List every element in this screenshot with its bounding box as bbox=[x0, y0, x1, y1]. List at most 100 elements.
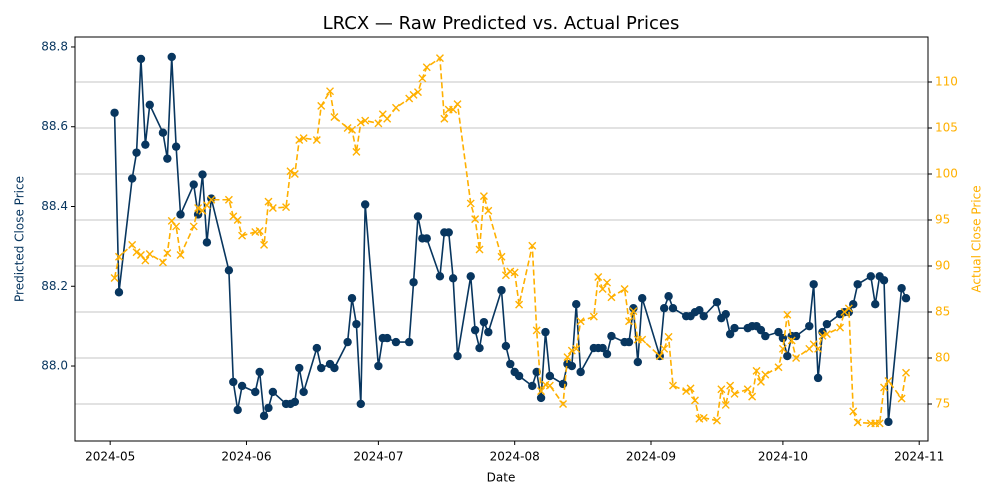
point bbox=[545, 381, 554, 390]
point bbox=[127, 174, 137, 183]
point bbox=[207, 194, 216, 203]
point bbox=[194, 204, 203, 213]
point bbox=[163, 249, 172, 258]
point bbox=[268, 387, 278, 397]
point bbox=[255, 227, 264, 236]
point bbox=[479, 317, 489, 327]
point bbox=[264, 197, 273, 206]
point bbox=[774, 363, 783, 372]
point bbox=[444, 228, 453, 237]
point bbox=[528, 241, 537, 250]
point bbox=[484, 206, 493, 215]
point bbox=[453, 100, 462, 109]
y2-tick-label: 90 bbox=[935, 259, 950, 273]
point bbox=[176, 250, 185, 259]
point bbox=[866, 272, 876, 281]
y2-tick-label: 95 bbox=[935, 213, 950, 227]
y-tick-label: 88.4 bbox=[41, 199, 68, 213]
point bbox=[717, 385, 726, 394]
point bbox=[360, 200, 370, 209]
point bbox=[475, 245, 484, 254]
point bbox=[783, 310, 792, 319]
point bbox=[418, 74, 427, 83]
point bbox=[198, 206, 207, 215]
point bbox=[466, 272, 475, 281]
point bbox=[413, 212, 423, 221]
point bbox=[202, 238, 212, 247]
point bbox=[743, 385, 752, 394]
point bbox=[871, 300, 880, 309]
point bbox=[756, 325, 766, 335]
point bbox=[682, 387, 691, 396]
point bbox=[171, 142, 181, 151]
point bbox=[620, 285, 629, 293]
point bbox=[629, 303, 638, 313]
point bbox=[374, 361, 383, 371]
point bbox=[660, 344, 669, 353]
point bbox=[299, 134, 308, 143]
point bbox=[813, 373, 823, 383]
y2-tick-label: 110 bbox=[935, 74, 958, 88]
point bbox=[110, 273, 119, 282]
point bbox=[572, 300, 581, 309]
point bbox=[901, 294, 911, 303]
point bbox=[290, 170, 299, 178]
point bbox=[413, 88, 422, 97]
y2-tick-label: 100 bbox=[935, 166, 958, 180]
point bbox=[237, 381, 247, 391]
point bbox=[875, 419, 884, 428]
point bbox=[730, 323, 739, 333]
point bbox=[792, 354, 801, 363]
point bbox=[778, 344, 787, 353]
point bbox=[783, 351, 792, 361]
point bbox=[110, 108, 119, 117]
point bbox=[435, 272, 445, 281]
point bbox=[664, 292, 673, 301]
point bbox=[725, 329, 735, 339]
point bbox=[853, 280, 862, 289]
point bbox=[409, 90, 418, 99]
point bbox=[326, 87, 335, 96]
point bbox=[224, 266, 234, 275]
point bbox=[822, 319, 832, 329]
point bbox=[726, 381, 735, 390]
point bbox=[537, 387, 546, 396]
point bbox=[559, 400, 568, 409]
point bbox=[471, 215, 480, 224]
point bbox=[167, 52, 176, 62]
point bbox=[607, 331, 616, 341]
point bbox=[268, 204, 277, 213]
point bbox=[198, 170, 207, 179]
point bbox=[158, 258, 167, 267]
point bbox=[730, 389, 739, 398]
point bbox=[136, 54, 146, 64]
point bbox=[299, 387, 308, 397]
point bbox=[189, 180, 198, 189]
point bbox=[624, 337, 634, 347]
point bbox=[721, 400, 730, 409]
point bbox=[290, 397, 300, 407]
point bbox=[158, 128, 168, 137]
point bbox=[528, 381, 537, 391]
point bbox=[409, 278, 418, 287]
point bbox=[114, 252, 123, 261]
point bbox=[356, 118, 365, 127]
x-tick-label: 2024-06 bbox=[221, 450, 271, 464]
point bbox=[655, 352, 664, 361]
point bbox=[699, 413, 708, 422]
y-tick-label: 88.0 bbox=[41, 359, 68, 373]
x-tick-label: 2024-11 bbox=[894, 450, 944, 464]
point bbox=[172, 222, 181, 231]
point bbox=[567, 346, 576, 355]
point bbox=[132, 248, 141, 257]
point bbox=[721, 309, 730, 319]
point bbox=[347, 294, 357, 303]
point bbox=[264, 403, 273, 413]
x-tick-label: 2024-09 bbox=[626, 450, 676, 464]
point bbox=[422, 234, 431, 243]
point bbox=[849, 407, 858, 416]
point bbox=[470, 325, 480, 335]
point bbox=[541, 327, 550, 337]
point bbox=[659, 303, 669, 313]
x-axis-label: Date bbox=[487, 471, 516, 485]
